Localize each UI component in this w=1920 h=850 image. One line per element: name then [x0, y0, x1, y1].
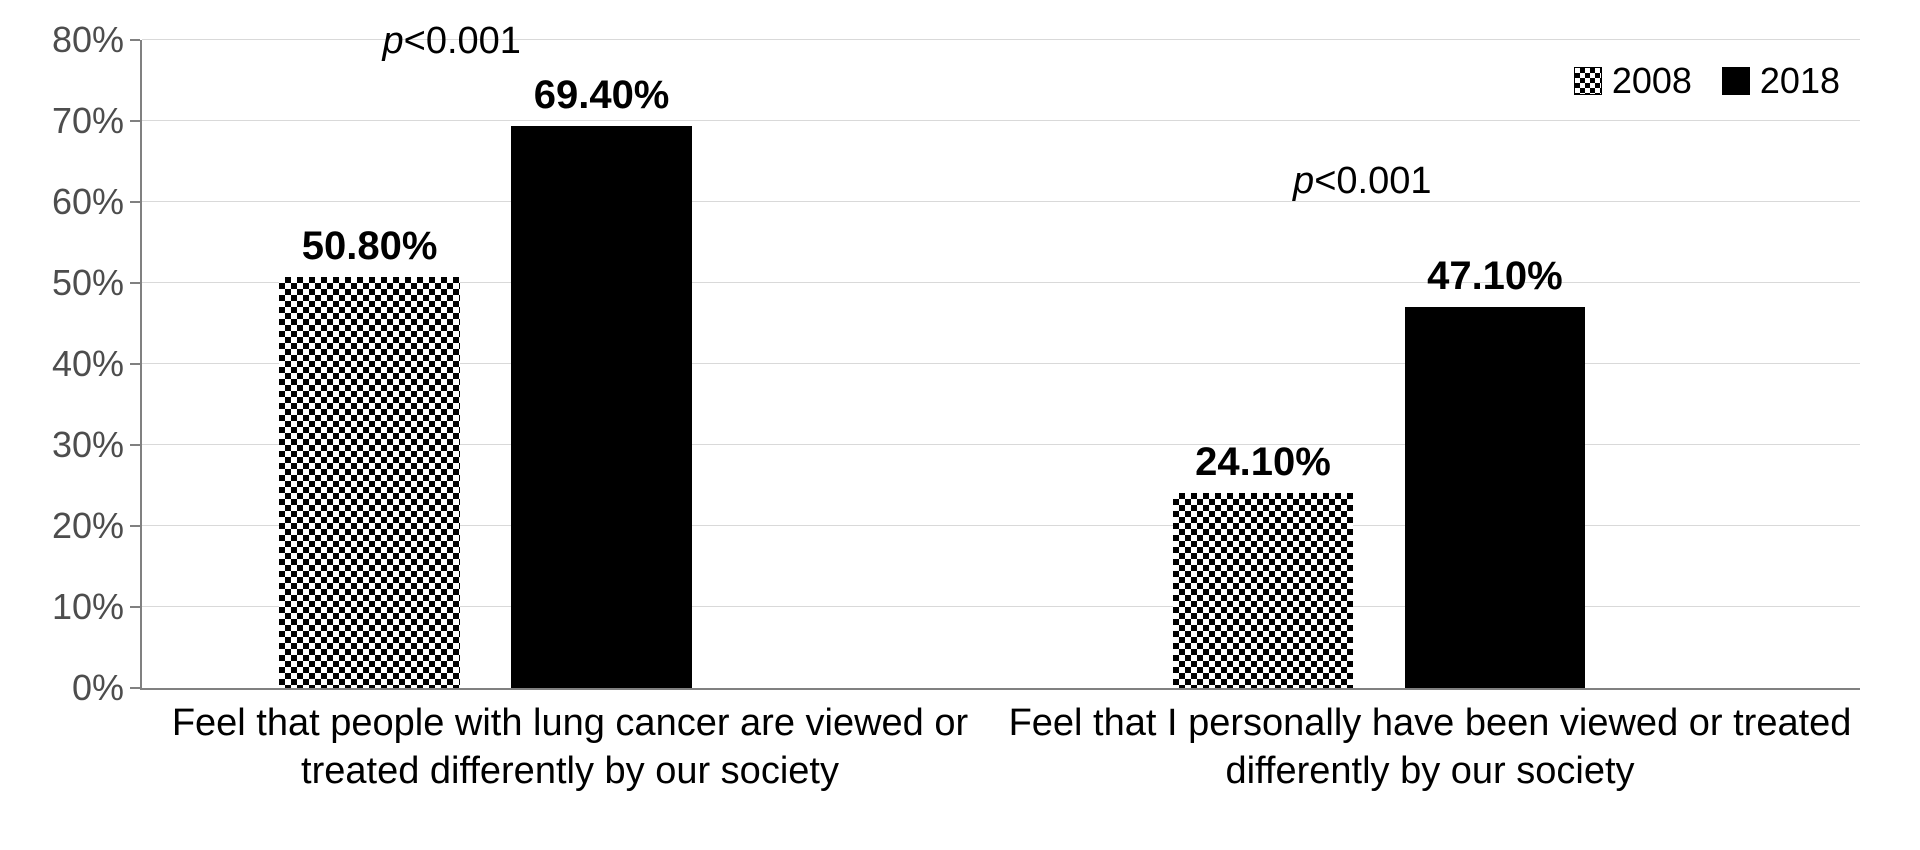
y-tick — [130, 606, 140, 608]
y-tick — [130, 120, 140, 122]
y-tick-label: 30% — [52, 424, 124, 466]
y-tick-label: 40% — [52, 343, 124, 385]
y-tick-label: 20% — [52, 505, 124, 547]
y-tick-label: 60% — [52, 181, 124, 223]
y-tick-label: 10% — [52, 586, 124, 628]
legend-label: 2008 — [1612, 60, 1692, 102]
p-value-annotation: p<0.001 — [1293, 160, 1431, 203]
legend-swatch — [1722, 67, 1750, 95]
legend-item: 2018 — [1722, 60, 1840, 102]
y-tick-label: 70% — [52, 100, 124, 142]
p-value-annotation: p<0.001 — [383, 20, 521, 63]
bar-value-label: 47.10% — [1427, 254, 1563, 299]
legend-swatch — [1574, 67, 1602, 95]
bar: 24.10% — [1173, 493, 1353, 688]
x-axis-labels: Feel that people with lung cancer are vi… — [140, 700, 1860, 840]
p-value-text: <0.001 — [1314, 160, 1431, 202]
bar-value-label: 50.80% — [302, 224, 438, 269]
bar: 47.10% — [1405, 307, 1585, 689]
y-tick — [130, 39, 140, 41]
y-tick — [130, 363, 140, 365]
bar-value-label: 24.10% — [1195, 440, 1331, 485]
gridline — [142, 120, 1860, 121]
y-tick-label: 0% — [72, 667, 124, 709]
legend-item: 2008 — [1574, 60, 1692, 102]
y-tick-label: 50% — [52, 262, 124, 304]
y-tick — [130, 201, 140, 203]
p-letter: p — [383, 20, 404, 62]
bar: 69.40% — [511, 126, 691, 688]
legend-label: 2018 — [1760, 60, 1840, 102]
legend: 2008 2018 — [1574, 60, 1840, 102]
y-tick — [130, 687, 140, 689]
p-letter: p — [1293, 160, 1314, 202]
y-tick — [130, 282, 140, 284]
bar-value-label: 69.40% — [534, 73, 670, 118]
x-axis-label: Feel that people with lung cancer are vi… — [140, 700, 1000, 795]
y-tick — [130, 444, 140, 446]
y-tick — [130, 525, 140, 527]
p-value-text: <0.001 — [404, 20, 521, 62]
plot-area: 0%10%20%30%40%50%60%70%80%50.80%69.40%p<… — [140, 40, 1860, 690]
y-tick-label: 80% — [52, 19, 124, 61]
bar-chart: 0%10%20%30%40%50%60%70%80%50.80%69.40%p<… — [0, 0, 1920, 850]
bar: 50.80% — [279, 277, 459, 688]
x-axis-label: Feel that I personally have been viewed … — [1000, 700, 1860, 795]
gridline — [142, 201, 1860, 202]
